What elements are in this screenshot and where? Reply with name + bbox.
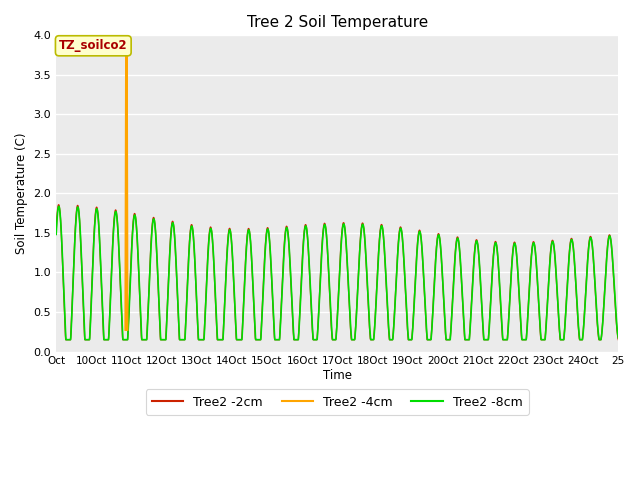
- Y-axis label: Soil Temperature (C): Soil Temperature (C): [15, 132, 28, 254]
- Text: TZ_soilco2: TZ_soilco2: [59, 39, 127, 52]
- Title: Tree 2 Soil Temperature: Tree 2 Soil Temperature: [246, 15, 428, 30]
- Legend: Tree2 -2cm, Tree2 -4cm, Tree2 -8cm: Tree2 -2cm, Tree2 -4cm, Tree2 -8cm: [146, 389, 529, 415]
- X-axis label: Time: Time: [323, 369, 352, 382]
